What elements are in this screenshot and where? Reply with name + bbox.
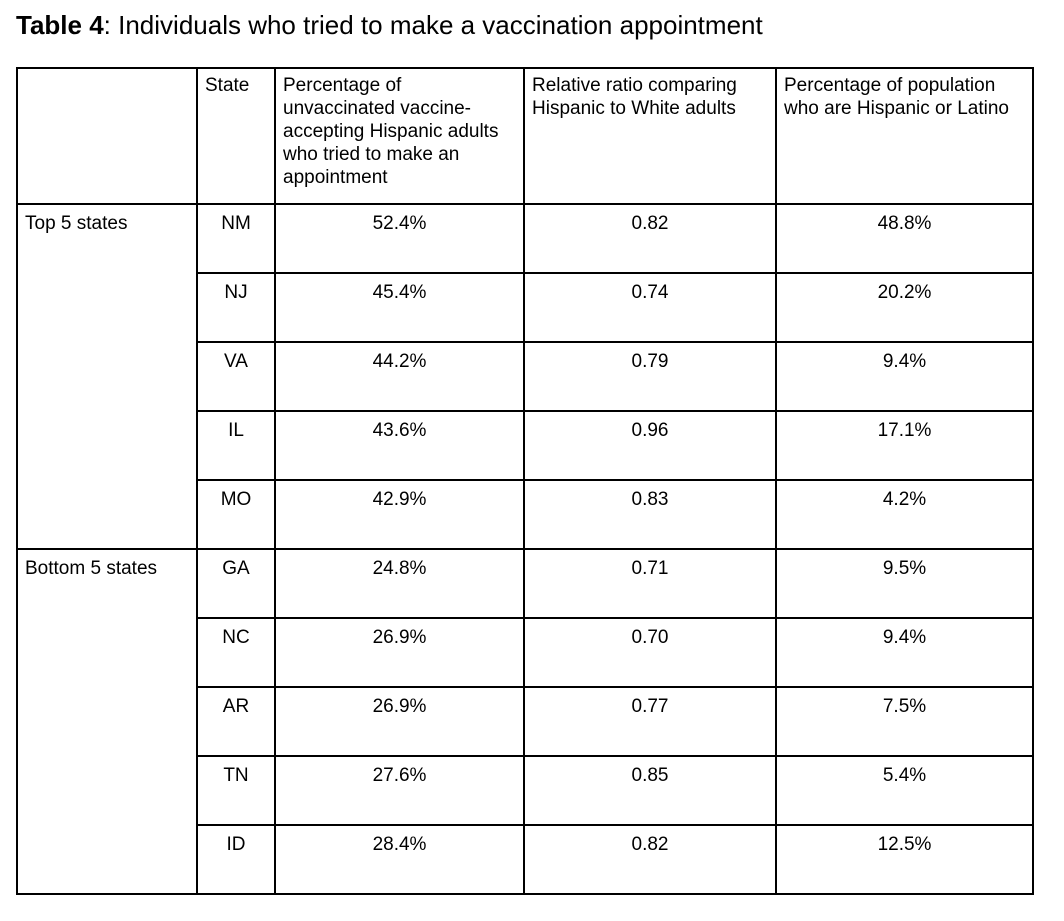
- table-row: VA 44.2% 0.79 9.4%: [17, 341, 1034, 412]
- table-row: NC 26.9% 0.70 9.4%: [17, 617, 1034, 688]
- header-cell-state: State: [196, 67, 276, 205]
- header-cell-empty: [16, 67, 198, 205]
- cell-state: MO: [196, 479, 276, 550]
- cell-state: ID: [196, 824, 276, 895]
- cell-population: 48.8%: [775, 203, 1034, 274]
- cell-population: 9.5%: [775, 548, 1034, 619]
- cell-state: GA: [196, 548, 276, 619]
- cell-percentage: 43.6%: [274, 410, 525, 481]
- table-row: MO 42.9% 0.83 4.2%: [17, 479, 1034, 550]
- cell-state: VA: [196, 341, 276, 412]
- cell-population: 4.2%: [775, 479, 1034, 550]
- table-caption: Table 4: Individuals who tried to make a…: [0, 0, 1064, 40]
- cell-percentage: 52.4%: [274, 203, 525, 274]
- table-caption-text: : Individuals who tried to make a vaccin…: [103, 10, 763, 40]
- cell-population: 5.4%: [775, 755, 1034, 826]
- group-label-top5: Top 5 states: [16, 203, 198, 550]
- cell-population: 20.2%: [775, 272, 1034, 343]
- cell-population: 12.5%: [775, 824, 1034, 895]
- header-cell-population: Percentage of population who are Hispani…: [775, 67, 1034, 205]
- cell-population: 9.4%: [775, 617, 1034, 688]
- table-row: NJ 45.4% 0.74 20.2%: [17, 272, 1034, 343]
- table-row: TN 27.6% 0.85 5.4%: [17, 755, 1034, 826]
- cell-ratio: 0.96: [523, 410, 777, 481]
- cell-state: NC: [196, 617, 276, 688]
- cell-ratio: 0.83: [523, 479, 777, 550]
- cell-ratio: 0.82: [523, 824, 777, 895]
- cell-percentage: 26.9%: [274, 617, 525, 688]
- cell-ratio: 0.79: [523, 341, 777, 412]
- cell-percentage: 45.4%: [274, 272, 525, 343]
- table-row: Bottom 5 states GA 24.8% 0.71 9.5%: [16, 548, 1034, 895]
- cell-state: IL: [196, 410, 276, 481]
- cell-ratio: 0.71: [523, 548, 777, 619]
- header-row: State Percentage of unvaccinated vaccine…: [16, 67, 1034, 205]
- cell-percentage: 26.9%: [274, 686, 525, 757]
- cell-ratio: 0.77: [523, 686, 777, 757]
- cell-state: NM: [196, 203, 276, 274]
- table-row: AR 26.9% 0.77 7.5%: [17, 686, 1034, 757]
- cell-ratio: 0.74: [523, 272, 777, 343]
- cell-population: 9.4%: [775, 341, 1034, 412]
- cell-percentage: 24.8%: [274, 548, 525, 619]
- cell-population: 17.1%: [775, 410, 1034, 481]
- table-row: ID 28.4% 0.82 12.5%: [17, 824, 1034, 895]
- cell-ratio: 0.82: [523, 203, 777, 274]
- cell-population: 7.5%: [775, 686, 1034, 757]
- cell-percentage: 27.6%: [274, 755, 525, 826]
- cell-state: AR: [196, 686, 276, 757]
- cell-state: NJ: [196, 272, 276, 343]
- cell-ratio: 0.70: [523, 617, 777, 688]
- cell-percentage: 44.2%: [274, 341, 525, 412]
- header-cell-relative-ratio: Relative ratio comparing Hispanic to Whi…: [523, 67, 777, 205]
- cell-percentage: 42.9%: [274, 479, 525, 550]
- cell-ratio: 0.85: [523, 755, 777, 826]
- cell-percentage: 28.4%: [274, 824, 525, 895]
- header-cell-percentage-tried: Percentage of unvaccinated vaccine-accep…: [274, 67, 525, 205]
- cell-state: TN: [196, 755, 276, 826]
- table-row: IL 43.6% 0.96 17.1%: [17, 410, 1034, 481]
- group-label-bottom5: Bottom 5 states: [16, 548, 198, 895]
- vaccination-appointment-table: State Percentage of unvaccinated vaccine…: [16, 67, 1034, 895]
- table-row: Top 5 states NM 52.4% 0.82 48.8%: [16, 203, 1034, 550]
- table-caption-label: Table 4: [16, 10, 104, 40]
